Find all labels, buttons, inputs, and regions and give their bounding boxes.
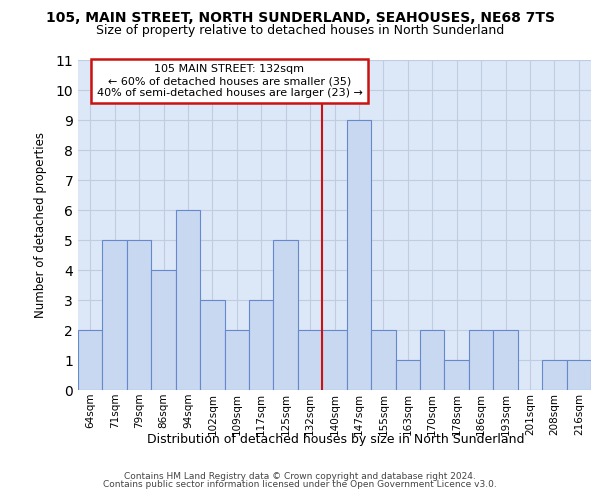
Bar — [469, 330, 493, 390]
Text: Contains HM Land Registry data © Crown copyright and database right 2024.: Contains HM Land Registry data © Crown c… — [124, 472, 476, 481]
Bar — [249, 300, 274, 390]
Bar — [151, 270, 176, 390]
Text: Contains public sector information licensed under the Open Government Licence v3: Contains public sector information licen… — [103, 480, 497, 489]
Bar — [224, 330, 249, 390]
Bar — [78, 330, 103, 390]
Bar — [103, 240, 127, 390]
Bar — [127, 240, 151, 390]
Text: 105, MAIN STREET, NORTH SUNDERLAND, SEAHOUSES, NE68 7TS: 105, MAIN STREET, NORTH SUNDERLAND, SEAH… — [46, 11, 554, 25]
Bar — [420, 330, 445, 390]
Bar — [274, 240, 298, 390]
Bar — [176, 210, 200, 390]
Text: Size of property relative to detached houses in North Sunderland: Size of property relative to detached ho… — [96, 24, 504, 37]
Text: Distribution of detached houses by size in North Sunderland: Distribution of detached houses by size … — [147, 432, 525, 446]
Bar — [371, 330, 395, 390]
Bar — [542, 360, 566, 390]
Bar — [566, 360, 591, 390]
Bar — [347, 120, 371, 390]
Bar — [493, 330, 518, 390]
Y-axis label: Number of detached properties: Number of detached properties — [34, 132, 47, 318]
Bar — [395, 360, 420, 390]
Text: 105 MAIN STREET: 132sqm
← 60% of detached houses are smaller (35)
40% of semi-de: 105 MAIN STREET: 132sqm ← 60% of detache… — [97, 64, 362, 98]
Bar — [445, 360, 469, 390]
Bar — [322, 330, 347, 390]
Bar — [200, 300, 224, 390]
Bar — [298, 330, 322, 390]
